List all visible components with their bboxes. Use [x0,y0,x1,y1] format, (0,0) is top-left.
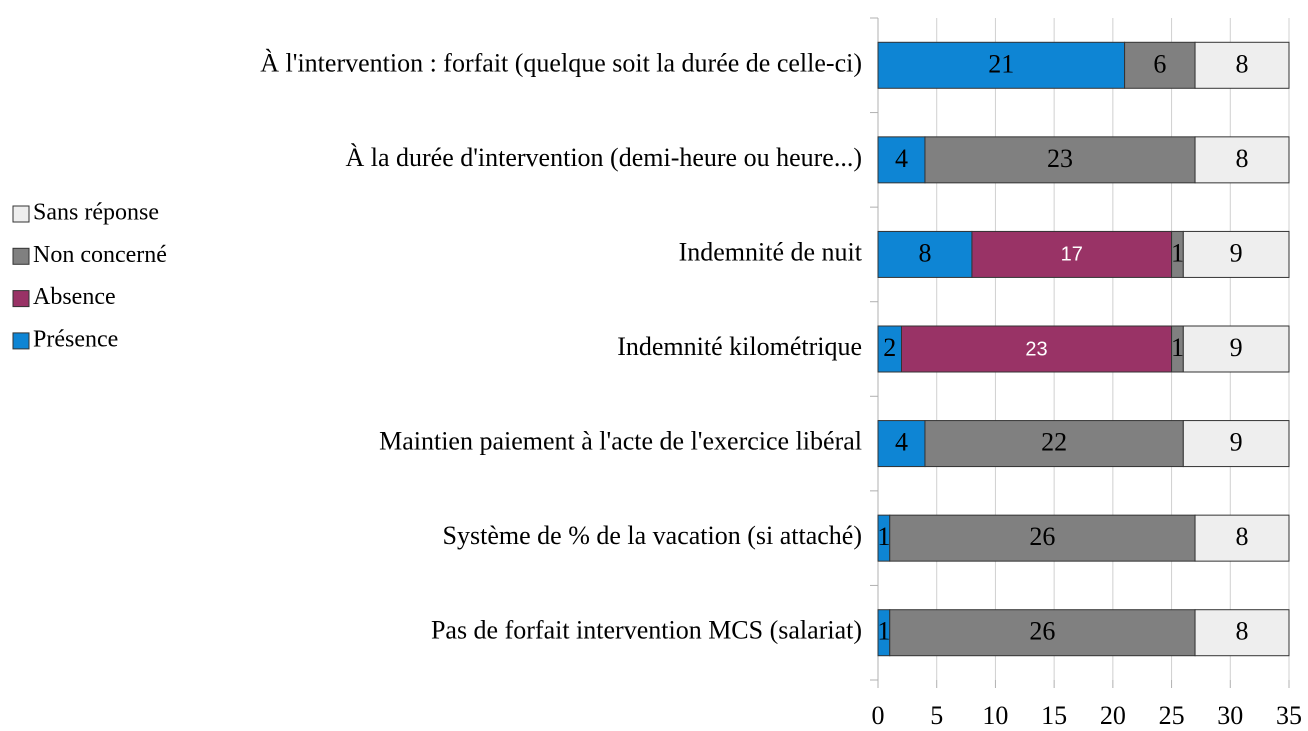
legend-label: Sans réponse [33,200,159,226]
x-tick-label: 5 [930,701,943,730]
bar-segment [877,41,1126,89]
bar-segment [889,514,1196,562]
value-label: 9 [1230,428,1243,457]
x-tick-label: 35 [1276,701,1302,730]
value-label: 1 [877,617,890,646]
value-label: 4 [895,428,908,457]
value-label: 8 [1236,617,1249,646]
bar-segment [889,609,1196,657]
x-tick-label: 25 [1159,701,1185,730]
category-label: Indemnité kilométrique [617,332,862,361]
value-label: 1 [1171,238,1184,267]
bar-segment [1194,609,1290,657]
bar-segment [1194,514,1290,562]
category-label: Indemnité de nuit [679,237,863,266]
legend-label: Non concerné [33,242,167,268]
value-label: 8 [1236,144,1249,173]
bar-segment [877,230,973,278]
category-label: À la durée d'intervention (demi-heure ou… [345,143,862,172]
value-label: 26 [1029,617,1055,646]
value-label: 8 [918,238,931,267]
value-label: 1 [877,522,890,551]
legend-label: Absence [33,284,116,310]
value-label: 8 [1236,49,1249,78]
x-tick-label: 10 [982,701,1008,730]
value-label: 22 [1041,428,1067,457]
legend-swatch [12,332,30,350]
x-tick-label: 30 [1217,701,1243,730]
category-label: À l'intervention : forfait (quelque soit… [260,48,862,77]
value-label: 23 [1025,338,1047,360]
bar-segment [1182,420,1290,468]
value-label: 1 [1171,333,1184,362]
bar-segment [877,136,926,184]
bar-segment [1194,41,1290,89]
category-label: Pas de forfait intervention MCS (salaria… [431,616,862,645]
value-label: 2 [883,333,896,362]
value-label: 9 [1230,238,1243,267]
bar-segment [900,325,1173,373]
bar-segment [971,230,1173,278]
category-label: Maintien paiement à l'acte de l'exercice… [379,427,862,456]
bar-segment [1182,230,1290,278]
value-label: 6 [1153,49,1166,78]
value-label: 23 [1047,144,1073,173]
value-label: 21 [988,49,1014,78]
bar-segment [1182,325,1290,373]
value-label: 26 [1029,522,1055,551]
x-tick-label: 0 [872,701,885,730]
bar-segment [1194,136,1290,184]
value-label: 8 [1236,522,1249,551]
x-tick-label: 20 [1100,701,1126,730]
category-label: Système de % de la vacation (si attaché) [443,521,862,550]
legend-swatch [12,205,30,223]
value-label: 17 [1061,244,1083,266]
legend-swatch [12,290,30,308]
bar-segment [924,420,1184,468]
bar-segment [877,420,926,468]
value-label: 9 [1230,333,1243,362]
x-tick-label: 15 [1041,701,1067,730]
value-label: 4 [895,144,908,173]
legend-swatch [12,247,30,265]
legend-label: Présence [33,326,118,352]
bar-segment [1124,41,1196,89]
